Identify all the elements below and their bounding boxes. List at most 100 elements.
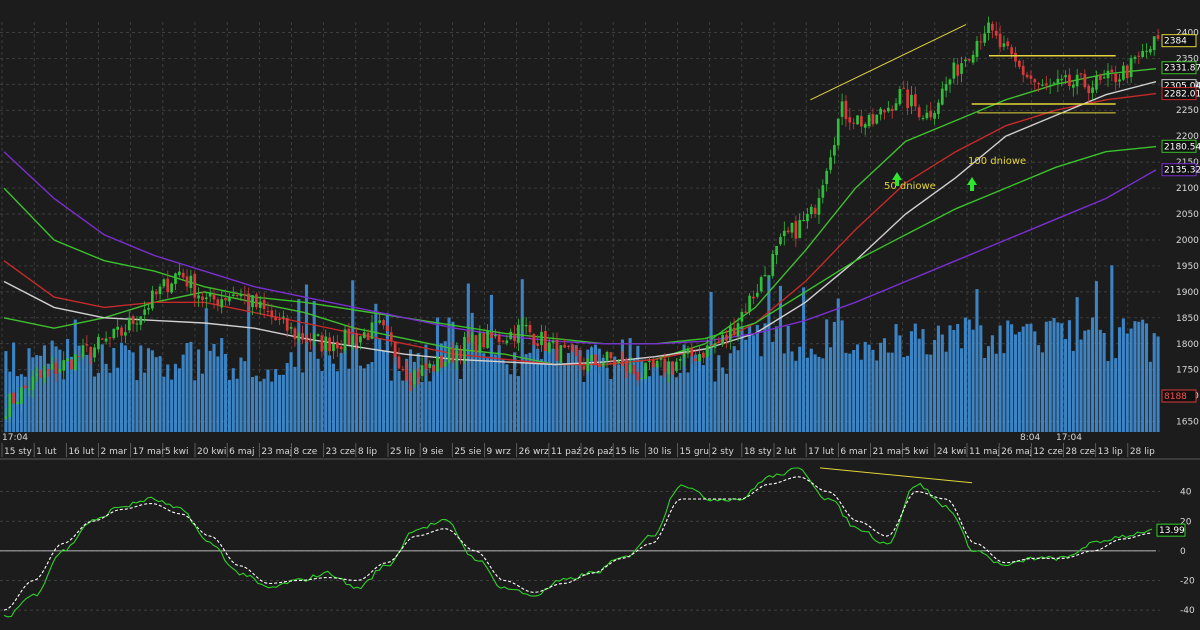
osc-tick-label: -20 bbox=[1180, 577, 1195, 587]
candle-body bbox=[536, 343, 540, 346]
candle-body bbox=[1056, 78, 1060, 84]
volume-bar bbox=[1102, 332, 1106, 432]
candle-body bbox=[1002, 43, 1006, 47]
volume-bar bbox=[539, 359, 544, 432]
volume-bar bbox=[331, 363, 336, 432]
candle-body bbox=[335, 341, 339, 349]
volume-bar bbox=[1052, 317, 1056, 432]
volume-bar bbox=[524, 354, 528, 432]
volume-bar bbox=[231, 368, 235, 432]
candle-body bbox=[343, 329, 347, 351]
volume-bar bbox=[1141, 319, 1145, 432]
volume-bar bbox=[520, 279, 524, 432]
volume-bar bbox=[717, 355, 721, 432]
volume-bar bbox=[112, 348, 116, 432]
candle-body bbox=[370, 322, 374, 339]
volume-bar bbox=[570, 344, 574, 432]
volume-bar bbox=[497, 345, 501, 432]
volume-bar bbox=[73, 319, 77, 432]
volume-bar bbox=[655, 363, 659, 432]
volume-bar bbox=[258, 381, 262, 432]
candle-body bbox=[255, 294, 258, 308]
volume-bar bbox=[705, 347, 709, 432]
date-tick-label: 2 sty bbox=[712, 447, 735, 457]
trend-line-upper bbox=[810, 24, 967, 101]
volume-bar bbox=[224, 353, 228, 432]
candle-body bbox=[1118, 79, 1121, 82]
volume-bar bbox=[563, 363, 567, 432]
candle-body bbox=[393, 342, 397, 357]
volume-bar bbox=[127, 349, 131, 432]
volume-bar bbox=[1106, 360, 1110, 432]
candle-body bbox=[736, 323, 740, 337]
candle-body bbox=[486, 330, 489, 349]
volume-bar bbox=[667, 361, 671, 432]
volume-bar bbox=[744, 339, 748, 432]
candle-body bbox=[1014, 52, 1017, 62]
volume-bar bbox=[66, 338, 70, 432]
candle-body bbox=[451, 348, 455, 362]
date-tick-label: 2 mar bbox=[101, 447, 128, 457]
price-tag-box bbox=[1161, 61, 1197, 75]
volume-bar bbox=[85, 354, 89, 432]
volume-bar bbox=[555, 349, 559, 432]
candle-body bbox=[197, 295, 200, 299]
candle-body bbox=[651, 359, 655, 368]
candle-body bbox=[1006, 41, 1010, 47]
volume-bar bbox=[825, 319, 829, 432]
volume-bar bbox=[4, 351, 8, 432]
volume-bar bbox=[335, 371, 339, 432]
candle-body bbox=[493, 334, 497, 337]
candle-body bbox=[1075, 74, 1079, 87]
volume-bar bbox=[890, 352, 894, 432]
candle-body bbox=[466, 336, 470, 341]
candle-body bbox=[1091, 87, 1094, 93]
volume-bar bbox=[285, 363, 289, 432]
candle-body bbox=[166, 278, 170, 293]
volume-bar bbox=[875, 360, 879, 432]
volume-bar bbox=[362, 368, 366, 432]
date-tick-label: 15 sty bbox=[4, 447, 33, 457]
volume-bar bbox=[859, 359, 863, 432]
candle-body bbox=[262, 299, 266, 310]
volume-bar bbox=[728, 353, 732, 432]
volume-bar bbox=[1091, 317, 1095, 432]
candle-body bbox=[359, 336, 362, 343]
volume-bar bbox=[108, 372, 112, 432]
candle-body bbox=[1060, 78, 1064, 81]
volume-bar bbox=[593, 344, 598, 432]
volume-bar bbox=[516, 376, 520, 432]
date-tick-label: 24 kwi bbox=[937, 447, 966, 457]
volume-bar bbox=[1087, 329, 1091, 432]
volume-bar bbox=[925, 354, 929, 432]
price-tick-label: 2400 bbox=[1176, 28, 1199, 38]
candle-body bbox=[763, 274, 767, 277]
date-tick-label: 13 lip bbox=[1098, 447, 1123, 457]
candle-body bbox=[686, 348, 690, 354]
candle-body bbox=[1018, 60, 1021, 67]
candle-body bbox=[416, 372, 420, 378]
candle-body bbox=[27, 388, 31, 391]
candle-body bbox=[705, 345, 709, 357]
candle-body bbox=[282, 316, 285, 318]
candle-body bbox=[910, 94, 913, 107]
candle-body bbox=[1114, 73, 1118, 83]
candle-body bbox=[682, 353, 686, 358]
candle-body bbox=[424, 363, 428, 370]
candle-body bbox=[1149, 48, 1152, 53]
candle-body bbox=[987, 22, 990, 34]
candle-body bbox=[605, 351, 609, 361]
volume-bars bbox=[4, 265, 1160, 432]
candle-body bbox=[19, 387, 23, 404]
volume-bar bbox=[462, 355, 467, 432]
candle-body bbox=[478, 333, 482, 353]
candle-body bbox=[906, 89, 909, 109]
candle-body bbox=[798, 220, 802, 239]
candle-body bbox=[112, 328, 116, 339]
date-tick-label: 9 sie bbox=[422, 447, 444, 457]
volume-bar bbox=[998, 325, 1002, 432]
candle-body bbox=[420, 365, 424, 376]
volume-bar bbox=[809, 348, 813, 432]
candle-body bbox=[1106, 70, 1110, 79]
volume-bar bbox=[1144, 323, 1149, 432]
